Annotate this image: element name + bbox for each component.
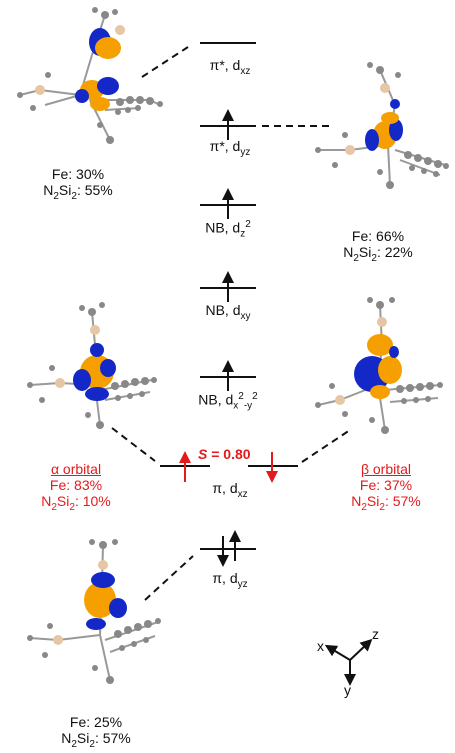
- connector-top-left: [141, 46, 189, 78]
- composition-alpha: α orbital Fe: 83% N2Si2: 10%: [16, 461, 136, 516]
- label-pi-dyz: π, dyz: [212, 570, 248, 590]
- axis-x-arrow: [324, 644, 351, 661]
- beta-orbital-title: β orbital: [360, 461, 412, 477]
- composition-top-left: Fe: 30% N2Si2: 55%: [43, 166, 113, 202]
- molecule-orbital-bottom: [27, 539, 161, 684]
- axis-z-label: z: [372, 626, 379, 642]
- axis-z-arrow: [349, 638, 373, 661]
- alpha-orbital-title: α orbital: [50, 461, 102, 477]
- composition-top-right: Fe: 66% N2Si2: 22%: [343, 228, 413, 264]
- axis-x-label: x: [317, 638, 324, 654]
- spin-overlap-label: S = 0.80: [198, 446, 251, 462]
- coordinate-axes: [324, 638, 373, 686]
- molecule-orbital-alpha: [27, 302, 157, 429]
- molecule-orbital-top-right: [315, 62, 449, 189]
- composition-beta: β orbital Fe: 37% N2Si2: 57%: [326, 461, 446, 516]
- connector-beta: [301, 429, 351, 463]
- label-nb-dz2: NB, dz2: [205, 219, 251, 240]
- axis-y-label: y: [344, 682, 351, 698]
- label-pi-dxz: π, dxz: [212, 480, 248, 500]
- label-pi-star-dxz: π*, dxz: [209, 57, 251, 77]
- label-nb-dx2y2: NB, dx2-y2: [198, 391, 258, 412]
- label-pi-star-dyz: π*, dyz: [209, 138, 251, 158]
- molecule-orbital-beta: [315, 297, 443, 434]
- composition-bottom: Fe: 25% N2Si2: 57%: [61, 714, 131, 750]
- connector-bottom: [144, 555, 194, 601]
- label-nb-dxy: NB, dxy: [205, 302, 251, 322]
- connector-alpha: [111, 427, 156, 462]
- molecule-orbital-top-left: [17, 7, 163, 144]
